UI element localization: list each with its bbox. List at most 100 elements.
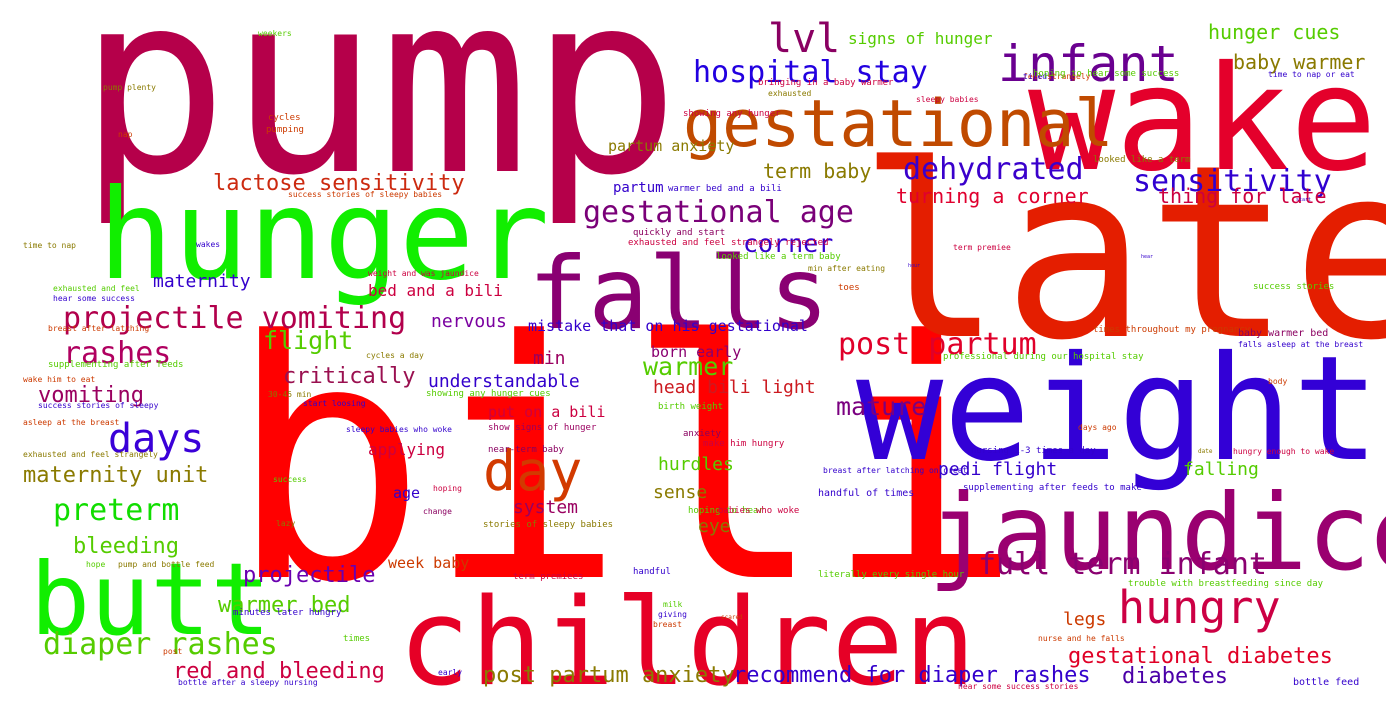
word: breast: [653, 619, 682, 629]
word: date: [1198, 448, 1213, 456]
word: applying: [368, 439, 446, 459]
word: wakes: [196, 239, 221, 249]
word: hoping to hear some success: [1033, 68, 1180, 79]
word: term premiees: [513, 571, 584, 582]
word: breast after latching on great: [823, 465, 968, 475]
word: dehydrated: [903, 151, 1084, 187]
word: lactose sensitivity: [213, 170, 465, 196]
word: birth weight: [658, 401, 724, 412]
word: bed and a bili: [368, 280, 503, 300]
word: nap: [118, 129, 133, 139]
word: post partum anxiety: [483, 662, 735, 688]
word: trouble with breastfeeding since day: [1128, 578, 1324, 589]
word: maternity unit: [23, 462, 209, 488]
word: legs: [1063, 608, 1107, 630]
word: showing any hunger: [683, 108, 781, 119]
word: mistake that on his gestational: [528, 317, 808, 336]
word: days ago: [1078, 422, 1117, 432]
word: cycles: [268, 112, 301, 123]
word: professional during our hospital stay: [943, 351, 1144, 362]
word: day: [483, 439, 583, 504]
word: gestational: [683, 87, 1114, 163]
word: min after eating: [808, 263, 886, 273]
word: min: [533, 347, 566, 369]
word: babies who woke: [718, 505, 800, 516]
word: weight and was jaundice: [368, 268, 479, 278]
word: system: [513, 496, 579, 518]
word: tired: [1023, 71, 1048, 81]
word: weight: [856, 324, 1380, 494]
word: supplementing after feeds: [48, 359, 184, 370]
word: exhausted and feel strangely: [23, 449, 158, 459]
word: 30-45 min: [268, 389, 312, 399]
word: scared: [721, 614, 743, 622]
word: exhausted: [768, 88, 812, 98]
word: preterm: [53, 492, 180, 528]
word: hope: [86, 559, 106, 569]
word: sleepy babies: [916, 94, 979, 104]
word: hear some success: [53, 293, 135, 303]
word: body: [1268, 376, 1288, 386]
word: post partum: [838, 326, 1037, 362]
word: hear: [1141, 254, 1154, 261]
word: pump plenty: [103, 82, 156, 92]
word: exhausted and feel strangely rejected: [628, 237, 829, 248]
word: hoping: [433, 483, 462, 493]
word: nursing 1-3 times a day: [971, 445, 1096, 456]
word: gestational age: [583, 194, 854, 230]
word: hunger cues: [1208, 20, 1341, 45]
word: turning a corner: [896, 184, 1089, 209]
word: week baby: [388, 554, 470, 573]
word: term premiee: [953, 242, 1011, 252]
word: age: [393, 484, 421, 503]
word: lazy: [276, 518, 296, 528]
word: supplementing after feeds to make: [963, 482, 1142, 493]
word: success stories of sleepy babies: [288, 189, 443, 199]
word: sense: [653, 481, 708, 503]
word: mature: [836, 391, 927, 421]
word: post: [163, 646, 183, 656]
word: early: [438, 667, 463, 677]
word: thing for late: [1158, 184, 1327, 209]
word: diabetes: [1122, 663, 1228, 689]
word: bottle feed: [1293, 677, 1360, 689]
word: times throughout my pregnancy: [1093, 324, 1251, 335]
word: anxiety: [683, 428, 721, 439]
word: times: [343, 633, 371, 644]
word: nurse and he falls: [1038, 633, 1125, 643]
word: lvl: [768, 15, 841, 62]
word: maternity: [153, 270, 251, 292]
word: rashes: [63, 335, 172, 371]
word: baby warmer bed: [1238, 328, 1329, 340]
word: change: [423, 506, 452, 516]
word: partum: [613, 180, 664, 197]
word: projectile vomiting: [63, 300, 407, 336]
word: corner: [743, 228, 834, 258]
word: milk: [663, 599, 683, 609]
word: bringing in a baby warmer: [758, 77, 894, 88]
word: signs of hunger: [848, 28, 993, 48]
word: hear some success stories: [958, 681, 1079, 691]
word: late: [858, 112, 1386, 393]
word: pumping: [266, 124, 304, 135]
word: bottle after a sleepy nursing: [178, 677, 318, 687]
word: head bili light: [653, 376, 816, 398]
word: time to nap: [23, 240, 76, 250]
word: start: [1296, 197, 1312, 204]
word: falling: [1183, 458, 1259, 480]
word: term baby: [763, 159, 872, 184]
word: make him hungry: [703, 438, 785, 449]
word: toes: [838, 282, 860, 293]
word: warmer bed and a bili: [668, 183, 782, 194]
word: wake him to eat: [23, 374, 96, 384]
word: cycles a day: [366, 350, 424, 360]
word: hospital stay: [693, 54, 928, 90]
word: diaper rashes: [43, 626, 278, 662]
word: sleepy babies who woke: [346, 424, 452, 434]
word: near-term baby: [488, 444, 564, 455]
word: jaundice: [928, 472, 1386, 595]
word: pump and bottle feed: [118, 559, 215, 569]
word: feel strangely: [1023, 71, 1091, 81]
word: understandable: [428, 370, 580, 392]
